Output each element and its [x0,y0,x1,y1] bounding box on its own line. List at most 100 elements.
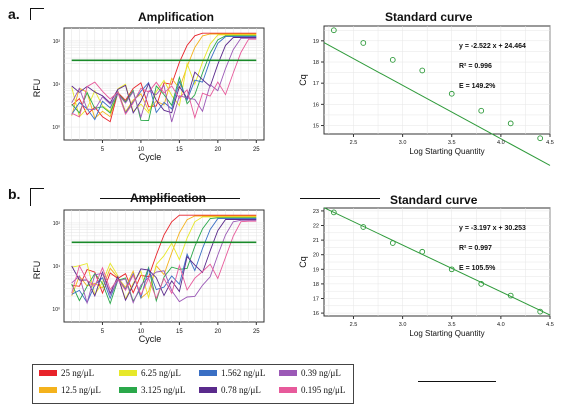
data-point [537,135,544,142]
amplification-curve [71,38,257,120]
y-tick-label: 10⁰ [52,125,60,131]
legend-label: 12.5 ng/μL [61,385,101,395]
y-tick-label: 16 [313,102,319,108]
x-tick-label: 3.0 [399,140,407,146]
x-axis-label: Log Starting Quantity [409,329,484,338]
x-tick-label: 25 [253,329,260,335]
legend-swatch [119,387,137,393]
data-point [507,120,514,127]
amplification-chart-b: 5 10 15 20 25 10⁰ 10¹ 10² Cycle RFU [32,209,265,344]
x-axis-label: Cycle [139,152,162,162]
x-tick-label: 10 [138,147,145,153]
legend-swatch [39,387,57,393]
y-axis-label: RFU [32,79,42,98]
y-tick-label: 15 [313,124,319,130]
x-tick-label: 25 [253,147,260,153]
data-point [478,281,485,287]
data-point [360,224,367,230]
x-tick-label: 3.0 [399,322,407,328]
fit-equation: y = -3.197 x + 30.253 [459,225,526,232]
amplification-curve [71,220,257,300]
decor-line [30,8,31,20]
x-tick-label: 4.0 [497,322,505,328]
legend-swatch [279,370,297,376]
data-point [448,90,455,97]
x-tick-label: 10 [138,329,145,335]
x-tick-label: 2.5 [350,140,358,146]
panel-a-label: a. [8,6,20,22]
decor-line [30,8,44,9]
amplification-curve [71,218,257,304]
r-squared: R² = 0.997 [459,245,492,252]
standard-curve-chart-b: 2.5 3.0 3.5 4.0 4.5 16 17 18 19 20 21 22 23 Log Start… [298,207,554,338]
data-point [448,266,455,273]
decor-line [100,198,240,199]
amplification-curve [71,35,257,121]
amp-title-b: Amplification [130,191,207,205]
y-tick-label: 17 [313,296,319,302]
amplification-chart-a: 5 10 15 20 25 10⁰ 10¹ 10² Cycle RFU [32,27,265,162]
data-point [537,308,544,315]
x-tick-label: 20 [215,147,222,153]
x-tick-label: 5 [101,329,105,335]
data-point [389,240,396,246]
amplification-curve [71,214,257,295]
amplification-curve [71,36,257,121]
y-tick-label: 16 [313,311,319,317]
data-point [478,107,485,114]
decor-line [300,198,380,199]
standard-curve-chart-a: 2.5 3.0 3.5 4.0 4.5 15 16 17 18 19 Log Starting Qu… [298,25,554,166]
legend-label: 0.39 ng/μL [301,368,341,378]
data-point [419,248,426,255]
x-tick-label: 15 [176,329,183,335]
y-tick-label: 23 [313,209,319,215]
y-tick-label: 10¹ [53,264,61,270]
data-point [330,27,337,34]
x-tick-label: 4.5 [546,140,554,146]
legend-label: 1.562 ng/μL [221,368,266,378]
y-tick-label: 21 [313,238,319,244]
fit-equation: y = -2.522 x + 24.464 [459,43,526,50]
x-tick-label: 4.0 [497,140,505,146]
y-tick-label: 10² [53,221,61,227]
y-tick-label: 22 [313,224,319,230]
y-tick-label: 18 [313,282,319,288]
amplification-curve [71,32,257,123]
legend-swatch [279,387,297,393]
x-tick-label: 5 [101,147,105,153]
x-tick-label: 3.5 [448,140,456,146]
amplification-curve [71,219,257,305]
y-tick-label: 10¹ [53,82,61,88]
efficiency: E = 149.2% [459,83,496,90]
x-axis-label: Log Starting Quantity [409,147,484,156]
amplification-curve [71,34,257,118]
std-title-b: Standard curve [390,193,478,207]
amp-title-a: Amplification [138,10,215,24]
data-point [330,209,337,216]
x-tick-label: 2.5 [350,322,358,328]
amplification-curve [71,37,257,123]
decor-line [30,188,31,206]
y-tick-label: 10² [53,39,61,45]
amplification-curve [71,217,257,305]
data-point [507,292,514,299]
legend: 25 ng/μL 12.5 ng/μL 6.25 ng/μL 3.125 ng/μL 1… [32,364,354,404]
x-tick-label: 3.5 [448,322,456,328]
legend-swatch [199,370,217,376]
decor-line [418,381,496,382]
x-tick-label: 20 [215,329,222,335]
plot-area [323,25,551,135]
amplification-curve [71,215,257,299]
y-tick-label: 10⁰ [52,307,60,313]
y-axis-label: Cq [298,74,308,86]
legend-swatch [119,370,137,376]
legend-label: 25 ng/μL [61,368,95,378]
amplification-curve [71,33,257,120]
amplification-curve [71,216,257,301]
amplification-curve [71,37,257,114]
legend-swatch [199,387,217,393]
data-point [360,40,367,46]
y-tick-label: 19 [313,267,319,273]
legend-label: 0.195 ng/μL [301,385,346,395]
legend-label: 6.25 ng/μL [141,368,181,378]
